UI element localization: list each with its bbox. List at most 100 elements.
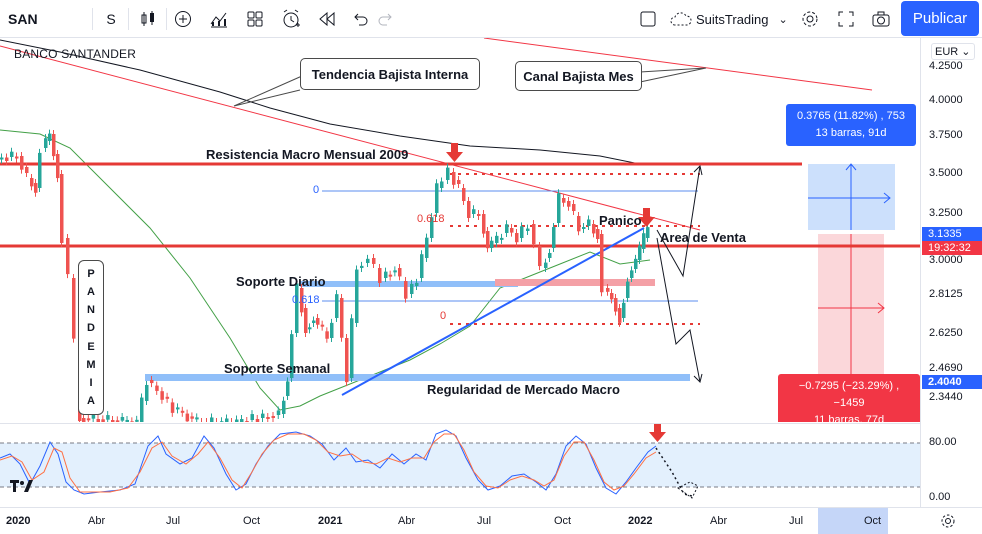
currency-label: EUR xyxy=(935,46,959,58)
candle-body xyxy=(145,384,149,401)
time-axis[interactable]: 2020 Abr Jul Oct 2021 Abr Jul Oct 2022 A… xyxy=(0,507,982,534)
candle-body xyxy=(276,410,281,415)
candle-body xyxy=(170,402,175,413)
price-label: 2.4690 xyxy=(929,362,963,374)
time-label: Abr xyxy=(710,515,728,527)
callout-canal[interactable]: Canal Bajista Mes xyxy=(515,61,642,91)
measure-up-hhead xyxy=(883,192,891,204)
camera-icon[interactable] xyxy=(866,4,896,34)
stochastic-pane[interactable] xyxy=(0,423,920,507)
fullscreen-icon[interactable] xyxy=(832,4,860,34)
time-label: Abr xyxy=(398,515,416,527)
publish-button[interactable]: Publicar xyxy=(901,1,979,36)
layout-name-label: SuitsTrading xyxy=(696,11,769,27)
candle-body xyxy=(220,421,224,422)
layout-name[interactable]: SuitsTrading ⌄ xyxy=(670,4,788,34)
candle-body xyxy=(515,233,519,243)
candle-body xyxy=(44,138,48,148)
axis-settings-gear-icon[interactable] xyxy=(940,513,956,532)
price-label: 4.2500 xyxy=(929,60,963,72)
candle-body xyxy=(544,262,548,268)
alert-icon[interactable] xyxy=(277,4,305,34)
add-indicator-icon[interactable] xyxy=(170,4,196,34)
callout-tendencia[interactable]: Tendencia Bajista Interna xyxy=(300,58,480,90)
price-axis[interactable]: EUR ⌄ 4.2500 4.0000 3.7500 3.5000 3.2500… xyxy=(920,38,982,507)
candle-body xyxy=(398,268,402,277)
candle-body xyxy=(548,252,552,258)
symbol-search-button[interactable]: SAN xyxy=(8,11,38,27)
candle-body xyxy=(482,214,486,234)
measure-down-label[interactable]: −0.7295 (−23.29%) , −1459 11 barras, 77d xyxy=(778,374,920,422)
projection-up-head xyxy=(693,165,703,176)
interval-button[interactable]: S xyxy=(106,11,116,27)
canal-leader xyxy=(639,67,707,83)
candles-icon[interactable] xyxy=(134,4,162,34)
oscillator-canvas[interactable] xyxy=(0,424,920,507)
candle-body xyxy=(286,381,290,396)
time-label: Oct xyxy=(554,515,572,527)
candle-body xyxy=(610,293,614,300)
panico-band xyxy=(495,279,655,286)
price-chart[interactable]: BANCO SANTANDER Tendencia Bajista Intern… xyxy=(0,38,920,422)
redo-icon[interactable] xyxy=(373,4,399,34)
candle-body xyxy=(316,318,320,325)
tendencia-leader xyxy=(233,75,303,107)
candle-body xyxy=(261,413,265,418)
candle-body xyxy=(190,416,194,419)
time-label: Jul xyxy=(477,515,492,527)
gear-icon[interactable] xyxy=(796,4,824,34)
candle-body xyxy=(600,234,604,293)
time-label: Oct xyxy=(864,515,882,527)
soporte-semanal-band xyxy=(145,374,690,381)
candle-body xyxy=(250,414,254,420)
toolbar-divider xyxy=(128,8,129,30)
candle-body xyxy=(165,396,170,399)
candle-body xyxy=(486,231,490,249)
measure-up-label[interactable]: 0.3765 (11.82%) , 753 13 barras, 91d xyxy=(786,104,916,146)
undo-icon[interactable] xyxy=(347,4,373,34)
chart-canvas[interactable] xyxy=(0,38,920,422)
cloud-icon xyxy=(670,12,692,26)
candle-body xyxy=(592,224,596,234)
top-toolbar: SAN S SuitsTrading ⌄ Pu xyxy=(0,0,982,38)
measure-down-hhead xyxy=(877,302,885,314)
stoch-d-line xyxy=(0,433,657,493)
soporte-diario-band xyxy=(300,281,518,287)
projection-down-head xyxy=(693,373,703,383)
candle-body xyxy=(577,216,581,232)
candle-body xyxy=(304,308,308,333)
level-tag: 2.4040 xyxy=(922,375,982,389)
currency-select[interactable]: EUR ⌄ xyxy=(931,43,975,60)
candle-body xyxy=(415,282,419,286)
pandemia-letter: D xyxy=(87,322,95,335)
candle-body xyxy=(467,201,471,218)
pandemia-letter: I xyxy=(89,376,93,389)
chevron-down-icon: ⌄ xyxy=(961,46,971,58)
tradingview-logo[interactable] xyxy=(10,480,34,497)
candle-body xyxy=(440,181,444,188)
candle-body xyxy=(130,421,134,422)
templates-icon[interactable] xyxy=(241,4,269,34)
candle-body xyxy=(30,178,34,187)
pandemia-letter: A xyxy=(87,286,95,299)
label-resistencia: Resistencia Macro Mensual 2009 xyxy=(206,147,409,162)
indicators-icon[interactable] xyxy=(205,4,233,34)
candle-body xyxy=(225,418,229,422)
time-label: 2020 xyxy=(6,515,31,527)
candle-body xyxy=(101,419,105,422)
fullscreen-checkbox-icon[interactable] xyxy=(634,4,662,34)
time-label: 2021 xyxy=(318,515,343,527)
projection-down-path xyxy=(656,237,701,383)
candle-body xyxy=(642,233,646,249)
candle-body xyxy=(96,419,100,422)
candle-body xyxy=(72,278,76,339)
candle-body xyxy=(115,420,120,422)
pandemia-callout[interactable]: P A N D E M I A xyxy=(78,260,104,415)
fib-label-618-bottom: 0.618 xyxy=(292,294,320,306)
replay-icon[interactable] xyxy=(313,4,341,34)
candle-body xyxy=(155,385,159,391)
candle-body xyxy=(120,416,125,421)
chevron-down-icon[interactable]: ⌄ xyxy=(778,13,788,26)
candle-body xyxy=(345,338,349,383)
candle-body xyxy=(255,419,260,422)
